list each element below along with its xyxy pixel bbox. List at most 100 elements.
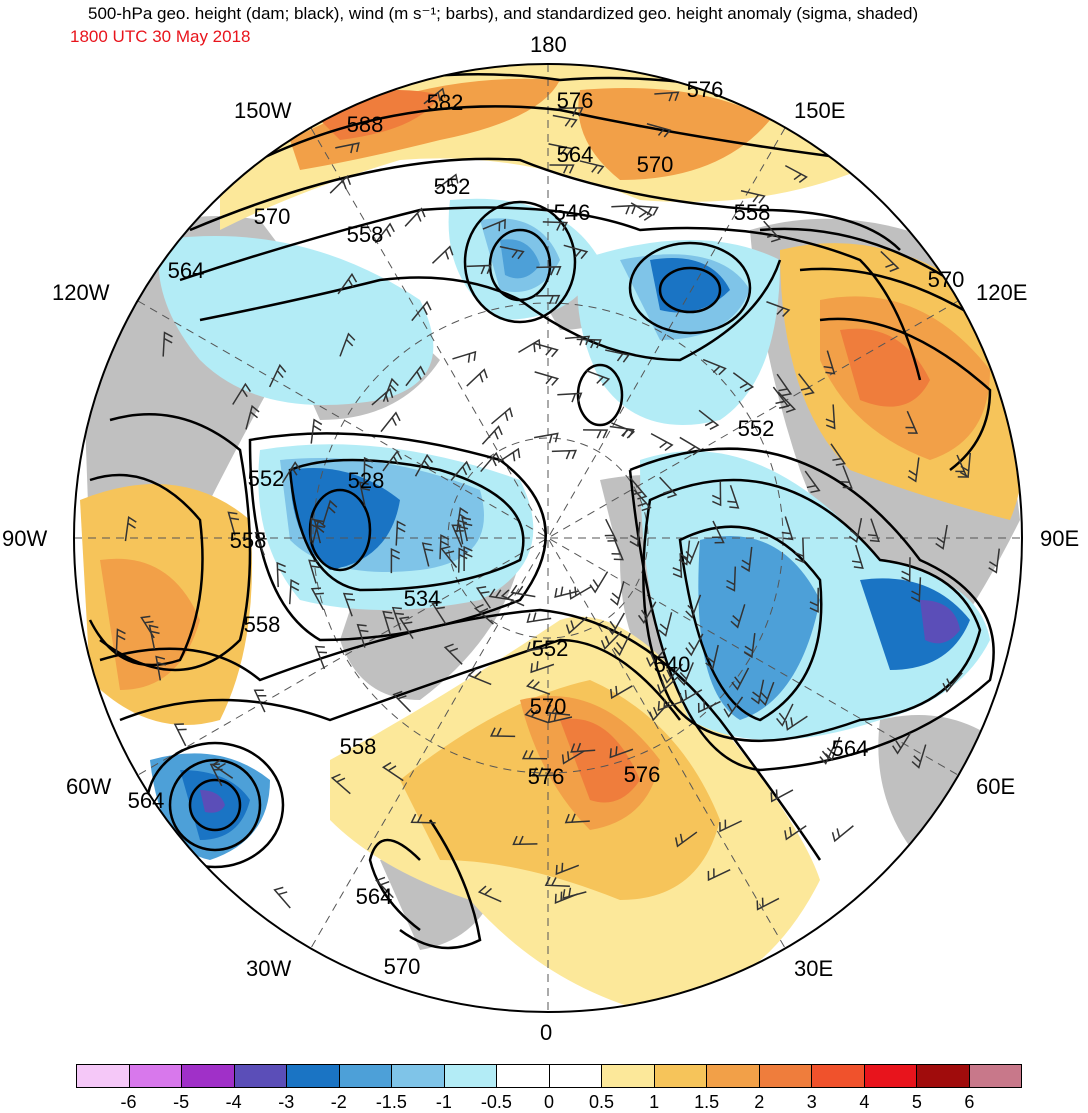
wind-barb	[776, 373, 793, 397]
wind-barb	[358, 481, 371, 506]
wind-barb	[784, 825, 807, 841]
wind-barb	[731, 667, 750, 691]
wind-barb	[586, 370, 611, 386]
wind-barb	[611, 422, 636, 439]
wind-barb	[565, 335, 591, 346]
lon-label-30e: 30E	[794, 956, 834, 981]
wind-barb	[436, 173, 459, 190]
wind-barb	[637, 601, 657, 624]
wind-barb	[329, 174, 352, 194]
wind-barb	[463, 545, 473, 572]
wind-barb	[910, 577, 922, 603]
wind-barb	[563, 244, 589, 260]
wind-barb	[698, 409, 720, 430]
wind-barb	[630, 202, 654, 221]
contour-label: 540	[654, 652, 691, 677]
wind-barb	[518, 338, 541, 354]
wind-barb	[804, 470, 821, 494]
wind-barb	[609, 746, 634, 759]
colorbar-swatch	[549, 1065, 602, 1087]
wind-barb	[794, 538, 805, 564]
wind-barb	[674, 831, 698, 848]
wind-barb	[209, 763, 223, 787]
wind-barb	[473, 603, 494, 625]
wind-barb	[784, 164, 808, 183]
colorbar-swatch	[77, 1065, 130, 1087]
wind-barb	[155, 655, 167, 681]
contour-label: 576	[687, 77, 724, 102]
wind-barb	[342, 592, 356, 617]
wind-barb	[431, 601, 447, 625]
wind-barb	[310, 418, 323, 444]
contour-label: 558	[347, 222, 384, 247]
wind-barb	[679, 689, 703, 704]
wind-barb	[548, 143, 574, 157]
wind-barb	[526, 640, 552, 652]
positive-anomaly-shading	[80, 64, 1022, 1010]
wind-barb	[115, 628, 126, 654]
contour-label: 576	[557, 88, 594, 113]
lon-label-0: 0	[540, 1020, 553, 1045]
wind-barb	[658, 612, 673, 637]
lon-label-120e: 120E	[976, 280, 1028, 305]
wind-barb	[466, 264, 492, 275]
colorbar-tick-label: -2	[330, 1092, 347, 1112]
wind-barb	[604, 518, 618, 542]
wind-barb	[613, 632, 631, 657]
wind-barb	[562, 887, 587, 900]
wind-barb	[988, 548, 1000, 574]
contour-label: 552	[434, 174, 471, 199]
wind-barb	[892, 732, 912, 755]
contour-label: 570	[384, 954, 421, 979]
wind-barb	[732, 372, 755, 393]
contour-label: 552	[248, 466, 285, 491]
wind-barb	[551, 449, 577, 460]
lon-label-150e: 150E	[794, 98, 846, 123]
graticule	[74, 64, 1022, 1012]
wind-barb	[421, 542, 434, 567]
colorbar-tick-label: 0	[543, 1092, 555, 1112]
wind-barb	[824, 736, 841, 762]
wind-barb	[569, 585, 592, 600]
wind-barb	[356, 623, 369, 648]
wind-barb	[740, 546, 753, 573]
wind-barb	[535, 294, 561, 305]
wind-barb	[798, 373, 815, 396]
wind-barb	[382, 450, 403, 472]
wind-barb	[589, 571, 609, 594]
contour-label: 564	[832, 736, 869, 761]
wind-barb	[382, 610, 395, 635]
contour-label: 570	[637, 152, 674, 177]
wind-barb	[955, 454, 968, 478]
wind-barb	[431, 245, 454, 264]
wind-barb	[555, 862, 580, 876]
wind-barb	[677, 662, 694, 686]
wind-barb	[452, 350, 477, 363]
wind-barb	[382, 377, 399, 402]
wind-barb	[552, 114, 578, 128]
wind-barb	[905, 410, 919, 434]
contour-label: 564	[128, 788, 165, 813]
wind-barb	[232, 382, 252, 405]
wind-barb	[140, 615, 155, 639]
wind-barb	[512, 835, 538, 846]
wind-barb	[723, 696, 744, 718]
colorbar-swatch	[497, 1065, 550, 1087]
wind-barb	[124, 516, 137, 542]
contour-label: 564	[168, 258, 205, 283]
wind-barb	[570, 742, 596, 753]
contour-label: 534	[404, 586, 441, 611]
colorbar-swatch	[339, 1065, 392, 1087]
wind-barb	[477, 885, 502, 903]
contour-label: 582	[427, 90, 464, 115]
wind-barb	[648, 701, 670, 722]
colorbar-swatch	[812, 1065, 865, 1087]
map-border	[73, 63, 1023, 1013]
contour-label: 576	[624, 762, 661, 787]
wind-barb	[314, 645, 328, 670]
wind-barb	[521, 750, 548, 760]
wind-barb	[610, 685, 633, 700]
wind-barb	[480, 451, 501, 473]
wind-barb	[576, 338, 602, 349]
wind-barb	[558, 107, 584, 117]
